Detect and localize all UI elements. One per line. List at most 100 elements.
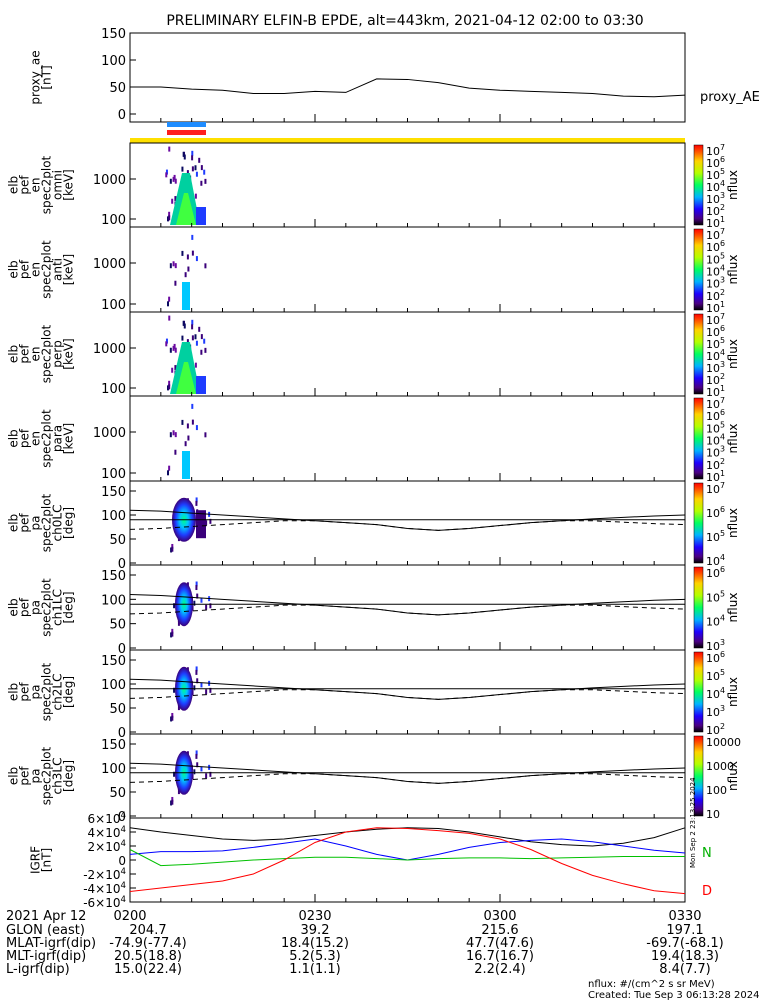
- ch2lc-speckle: [193, 685, 196, 691]
- proxy-ae-ytick-label: 100: [101, 54, 126, 69]
- anti-colorbar-tick: 107: [706, 227, 725, 242]
- para-colorbar: [693, 397, 704, 480]
- anti-speckle: [191, 234, 194, 240]
- ch3lc-losscone-line: [129, 762, 686, 784]
- para-colorbar-tick: 101: [706, 469, 725, 484]
- para-speckle: [186, 423, 189, 429]
- perp-speckle: [194, 334, 197, 340]
- para-ylabel: elbpefenspec2plotpara[keV]: [7, 409, 76, 468]
- time-axis-row-value: 19.4(18.3): [651, 949, 719, 964]
- ch2lc-ytick-label: 100: [101, 678, 126, 693]
- time-axis-row-label: MLT-igrf(dip): [6, 949, 86, 964]
- perp-ytick-label: 100: [101, 382, 126, 397]
- perp-colorbar-label: nflux: [726, 339, 740, 369]
- omni-speckle: [191, 155, 194, 161]
- ch2lc-colorbar-tick: 102: [706, 722, 725, 737]
- figure-title: PRELIMINARY ELFIN-B EPDE, alt=443km, 202…: [166, 13, 643, 29]
- omni-colorbar-tick: 107: [706, 143, 725, 158]
- ch1lc-speckle: [200, 597, 203, 603]
- footer-created: Created: Tue Sep 3 06:13:28 2024: [588, 990, 760, 1000]
- ch1lc-antilosscone-line: [129, 604, 686, 616]
- ch0lc-colorbar-tick: 106: [706, 505, 725, 520]
- time-axis-row-value: 20.5(18.8): [114, 949, 182, 964]
- perp-speckle: [168, 315, 171, 321]
- ch2lc-ylabel: elbpefpaspec2plotch2LC[deg]: [7, 662, 76, 721]
- ch1lc-speckle: [193, 600, 196, 606]
- para-speckle: [168, 465, 171, 471]
- ch1lc-speckle: [173, 603, 176, 609]
- time-axis-row-value: 47.7(47.6): [466, 936, 534, 951]
- proxy-ae-ytick-label: 0: [118, 108, 126, 123]
- anti-colorbar: [693, 228, 704, 311]
- perp-speckle: [168, 380, 171, 386]
- para-speckle: [191, 403, 194, 409]
- ch3lc-ytick-label: 0: [118, 810, 126, 825]
- ch1lc-ytick-label: 0: [118, 642, 126, 657]
- perp-speckle: [191, 335, 194, 341]
- ch0lc-speckle: [171, 546, 174, 552]
- anti-speckle: [174, 280, 177, 286]
- perp-speckle: [186, 339, 189, 345]
- omni-speckle: [171, 198, 174, 204]
- ch2lc-panel: 150 100 50 0 elbpefpaspec2plotch2LC[deg] 106 1…: [7, 649, 740, 741]
- ch3lc-speckle: [173, 771, 176, 777]
- anti-flux-region: [182, 282, 190, 310]
- igrf-series-3: [129, 827, 686, 895]
- ch3lc-panel: 150 100 50 0 elbpefpaspec2plotch3LC[deg] 1000…: [7, 733, 741, 825]
- time-axis-row-value: 15.0(22.4): [114, 962, 182, 977]
- ch1lc-speckle: [177, 620, 180, 626]
- zone-bars: [130, 122, 685, 143]
- ch2lc-losscone-line: [129, 678, 686, 700]
- time-axis-label: 0230: [298, 909, 331, 924]
- ch2lc-ytick-label: 50: [109, 702, 126, 717]
- ch3lc-speckle: [193, 769, 196, 775]
- perp-speckle: [174, 347, 177, 353]
- omni-speckle: [169, 178, 172, 184]
- ch1lc-speckle: [171, 631, 174, 637]
- side-stamp: Mon Sep 2 23:13:25 2024: [689, 777, 697, 868]
- perp-flux-edge: [196, 376, 206, 394]
- para-speckle: [167, 470, 170, 476]
- para-ytick-label: 100: [101, 467, 126, 482]
- ch1lc-speckle: [195, 585, 198, 591]
- omni-speckle: [165, 172, 168, 178]
- perp-speckle: [171, 367, 174, 373]
- perp-ylabel: elbpefenspec2plotperp[keV]: [7, 324, 76, 383]
- anti-colorbar-tick: 103: [706, 276, 725, 291]
- omni-ytick-label: 1000: [93, 173, 126, 188]
- omni-speckle: [168, 215, 171, 221]
- omni-speckle: [168, 146, 171, 152]
- ch0lc-panel: 150 100 50 0 elbpefpaspec2plotch0LC[deg] 107 1…: [7, 480, 740, 572]
- ch0lc-speckle: [171, 543, 174, 549]
- perp-speckle: [181, 335, 184, 341]
- ch1lc-speckle: [196, 593, 199, 599]
- ch1lc-colorbar-tick: 103: [706, 638, 725, 653]
- ch3lc-speckle: [177, 789, 180, 795]
- igrf-series-label-n: N: [702, 846, 712, 861]
- ch2lc-colorbar-tick: 104: [706, 686, 725, 701]
- perp-speckle: [200, 334, 203, 340]
- para-speckle: [174, 449, 177, 455]
- ch1lc-colorbar: [693, 566, 704, 649]
- omni-speckle: [203, 169, 206, 175]
- ch0lc-speckle: [170, 547, 173, 553]
- perp-speckle: [169, 347, 172, 353]
- perp-speckle: [165, 338, 168, 344]
- ch2lc-colorbar: [693, 651, 704, 733]
- perp-colorbar-tick: 102: [706, 372, 725, 387]
- para-flux-region: [182, 451, 190, 479]
- ch3lc-speckle: [196, 762, 199, 768]
- perp-speckle: [194, 362, 197, 368]
- time-axis-row-value: 197.1: [666, 923, 703, 938]
- ch2lc-frame: [129, 649, 686, 735]
- time-axis-label: 0200: [113, 909, 146, 924]
- ch2lc-ytick-label: 0: [118, 726, 126, 741]
- ch1lc-ytick-label: 100: [101, 593, 126, 608]
- ch2lc-colorbar-tick: 105: [706, 668, 725, 683]
- footer-units: nflux: #/(cm^2 s sr MeV): [588, 979, 715, 990]
- yellow-coverage-bar: [130, 138, 685, 143]
- ch1lc-ylabel: elbpefpaspec2plotch1LC[deg]: [7, 578, 76, 637]
- omni-speckle: [194, 193, 197, 199]
- anti-speckle: [174, 263, 177, 269]
- para-colorbar-label: nflux: [726, 424, 740, 454]
